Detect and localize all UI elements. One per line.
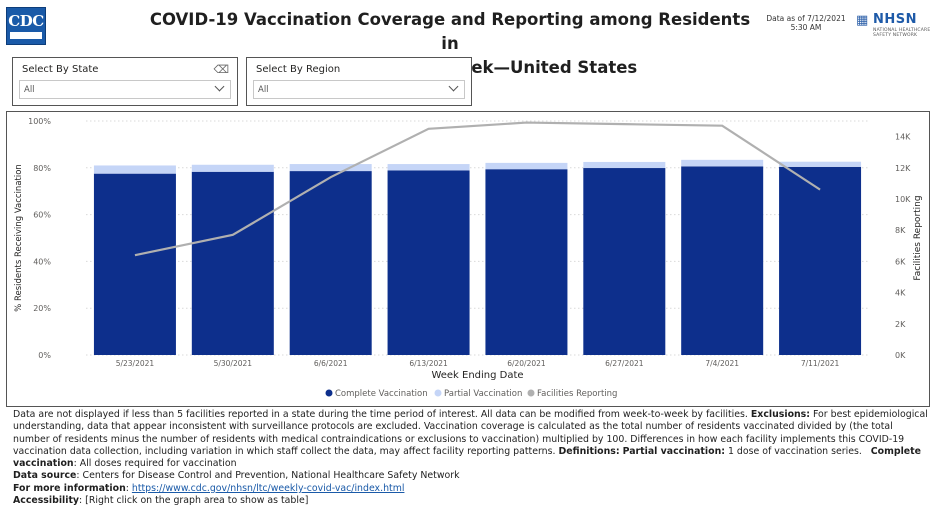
y-tick-label: 80% [33, 164, 51, 173]
nhsn-network-icon: ▦ [856, 13, 868, 28]
chevron-down-icon [449, 82, 459, 92]
bar-complete-vaccination [290, 171, 372, 355]
x-axis-title: Week Ending Date [431, 370, 523, 381]
y-tick-label: 20% [33, 304, 51, 313]
more-info-label: For more information [13, 483, 126, 494]
nhsn-logo-text: NHSN [873, 12, 917, 27]
nhsn-logo-subtitle: NATIONAL HEALTHCARE SAFETY NETWORK [873, 28, 935, 38]
data-source-line: Data source: Centers for Disease Control… [13, 470, 931, 482]
region-dropdown[interactable]: All [253, 80, 465, 99]
accessibility-text: : [Right click on the graph area to show… [79, 495, 308, 506]
accessibility-line: Accessibility: [Right click on the graph… [13, 495, 931, 507]
bar-partial-vaccination [485, 163, 567, 169]
title-line-1: COVID-19 Vaccination Coverage and Report… [140, 8, 760, 56]
bar-partial-vaccination [583, 162, 665, 168]
y2-tick-label: 10K [895, 195, 911, 204]
bar-complete-vaccination [681, 166, 763, 355]
y2-tick-label: 8K [895, 226, 906, 235]
cdc-logo-bar [10, 32, 42, 39]
legend-label: Complete Vaccination [335, 389, 428, 399]
y-tick-label: 0% [38, 351, 51, 360]
bar-partial-vaccination [388, 164, 470, 170]
x-tick-label: 6/13/2021 [409, 359, 448, 368]
data-as-of-time: 5:30 AM [756, 23, 856, 32]
chevron-down-icon [215, 82, 225, 92]
data-source-label: Data source [13, 470, 76, 481]
y2-axis-title: Facilities Reporting [913, 195, 923, 280]
footnote-main: Data are not displayed if less than 5 fa… [13, 409, 931, 470]
legend-label: Facilities Reporting [537, 389, 617, 399]
complete-vaccination-text: : All doses required for vaccination [74, 458, 237, 469]
bar-partial-vaccination [779, 162, 861, 167]
nhsn-logo: ▦ NHSN NATIONAL HEALTHCARE SAFETY NETWOR… [856, 12, 932, 44]
chart-container[interactable]: 0% 20% 40% 60% 80% 100% 0K 2K 4K 6K 8K 10K 12K 14K 5/2… [6, 111, 930, 407]
footnotes: Data are not displayed if less than 5 fa… [13, 409, 931, 507]
x-tick-label: 5/30/2021 [214, 359, 253, 368]
bar-complete-vaccination [388, 170, 470, 355]
region-dropdown-value: All [258, 85, 269, 95]
cdc-logo-text: CDC [7, 12, 45, 30]
y2-tick-label: 14K [895, 133, 911, 142]
partial-vaccination-text: 1 dose of vaccination series. [728, 446, 862, 457]
bar-complete-vaccination [583, 168, 665, 355]
y-axis-title: % Residents Receiving Vaccination [14, 164, 24, 312]
y-tick-label: 40% [33, 257, 51, 266]
legend-marker [326, 390, 333, 397]
state-slicer-label: Select By State [22, 64, 98, 75]
x-tick-label: 7/11/2021 [801, 359, 840, 368]
y2-tick-label: 12K [895, 164, 911, 173]
bar-partial-vaccination [290, 164, 372, 171]
bar-complete-vaccination [94, 174, 176, 355]
accessibility-label: Accessibility [13, 495, 79, 506]
state-slicer: Select By State ⌫ All [12, 57, 238, 106]
data-as-of: Data as of 7/12/2021 5:30 AM [756, 14, 856, 32]
exclusions-label: Exclusions: [751, 409, 810, 420]
cdc-logo: CDC [6, 7, 46, 45]
y-tick-label: 100% [28, 117, 51, 126]
footnote-intro: Data are not displayed if less than 5 fa… [13, 409, 748, 420]
region-slicer-label: Select By Region [256, 64, 340, 75]
partial-vaccination-label: Partial vaccination: [623, 446, 725, 457]
state-dropdown[interactable]: All [19, 80, 231, 99]
data-source-text: : Centers for Disease Control and Preven… [76, 470, 459, 481]
vaccination-chart[interactable]: 0% 20% 40% 60% 80% 100% 0K 2K 4K 6K 8K 10K 12K 14K 5/2… [7, 112, 929, 406]
more-info-line: For more information: https://www.cdc.go… [13, 483, 931, 495]
bar-complete-vaccination [485, 169, 567, 355]
more-info-link[interactable]: https://www.cdc.gov/nhsn/ltc/weekly-covi… [132, 483, 405, 494]
x-tick-label: 7/4/2021 [705, 359, 739, 368]
y-tick-label: 60% [33, 211, 51, 220]
state-dropdown-value: All [24, 85, 35, 95]
region-slicer: Select By Region All [246, 57, 472, 106]
x-tick-label: 5/23/2021 [116, 359, 155, 368]
y2-tick-label: 6K [895, 257, 906, 266]
bar-complete-vaccination [192, 172, 274, 355]
bar-partial-vaccination [681, 160, 763, 167]
bar-complete-vaccination [779, 167, 861, 355]
legend-marker [528, 390, 535, 397]
definitions-label: Definitions: [558, 446, 619, 457]
y2-tick-label: 0K [895, 351, 906, 360]
x-tick-label: 6/6/2021 [314, 359, 348, 368]
x-tick-label: 6/27/2021 [605, 359, 644, 368]
legend-label: Partial Vaccination [444, 389, 522, 399]
x-tick-label: 6/20/2021 [507, 359, 546, 368]
bar-partial-vaccination [94, 165, 176, 173]
bar-partial-vaccination [192, 165, 274, 172]
y2-tick-label: 4K [895, 289, 906, 298]
data-as-of-date: Data as of 7/12/2021 [756, 14, 856, 23]
legend-marker [435, 390, 442, 397]
eraser-icon[interactable]: ⌫ [213, 63, 229, 76]
y2-tick-label: 2K [895, 320, 906, 329]
